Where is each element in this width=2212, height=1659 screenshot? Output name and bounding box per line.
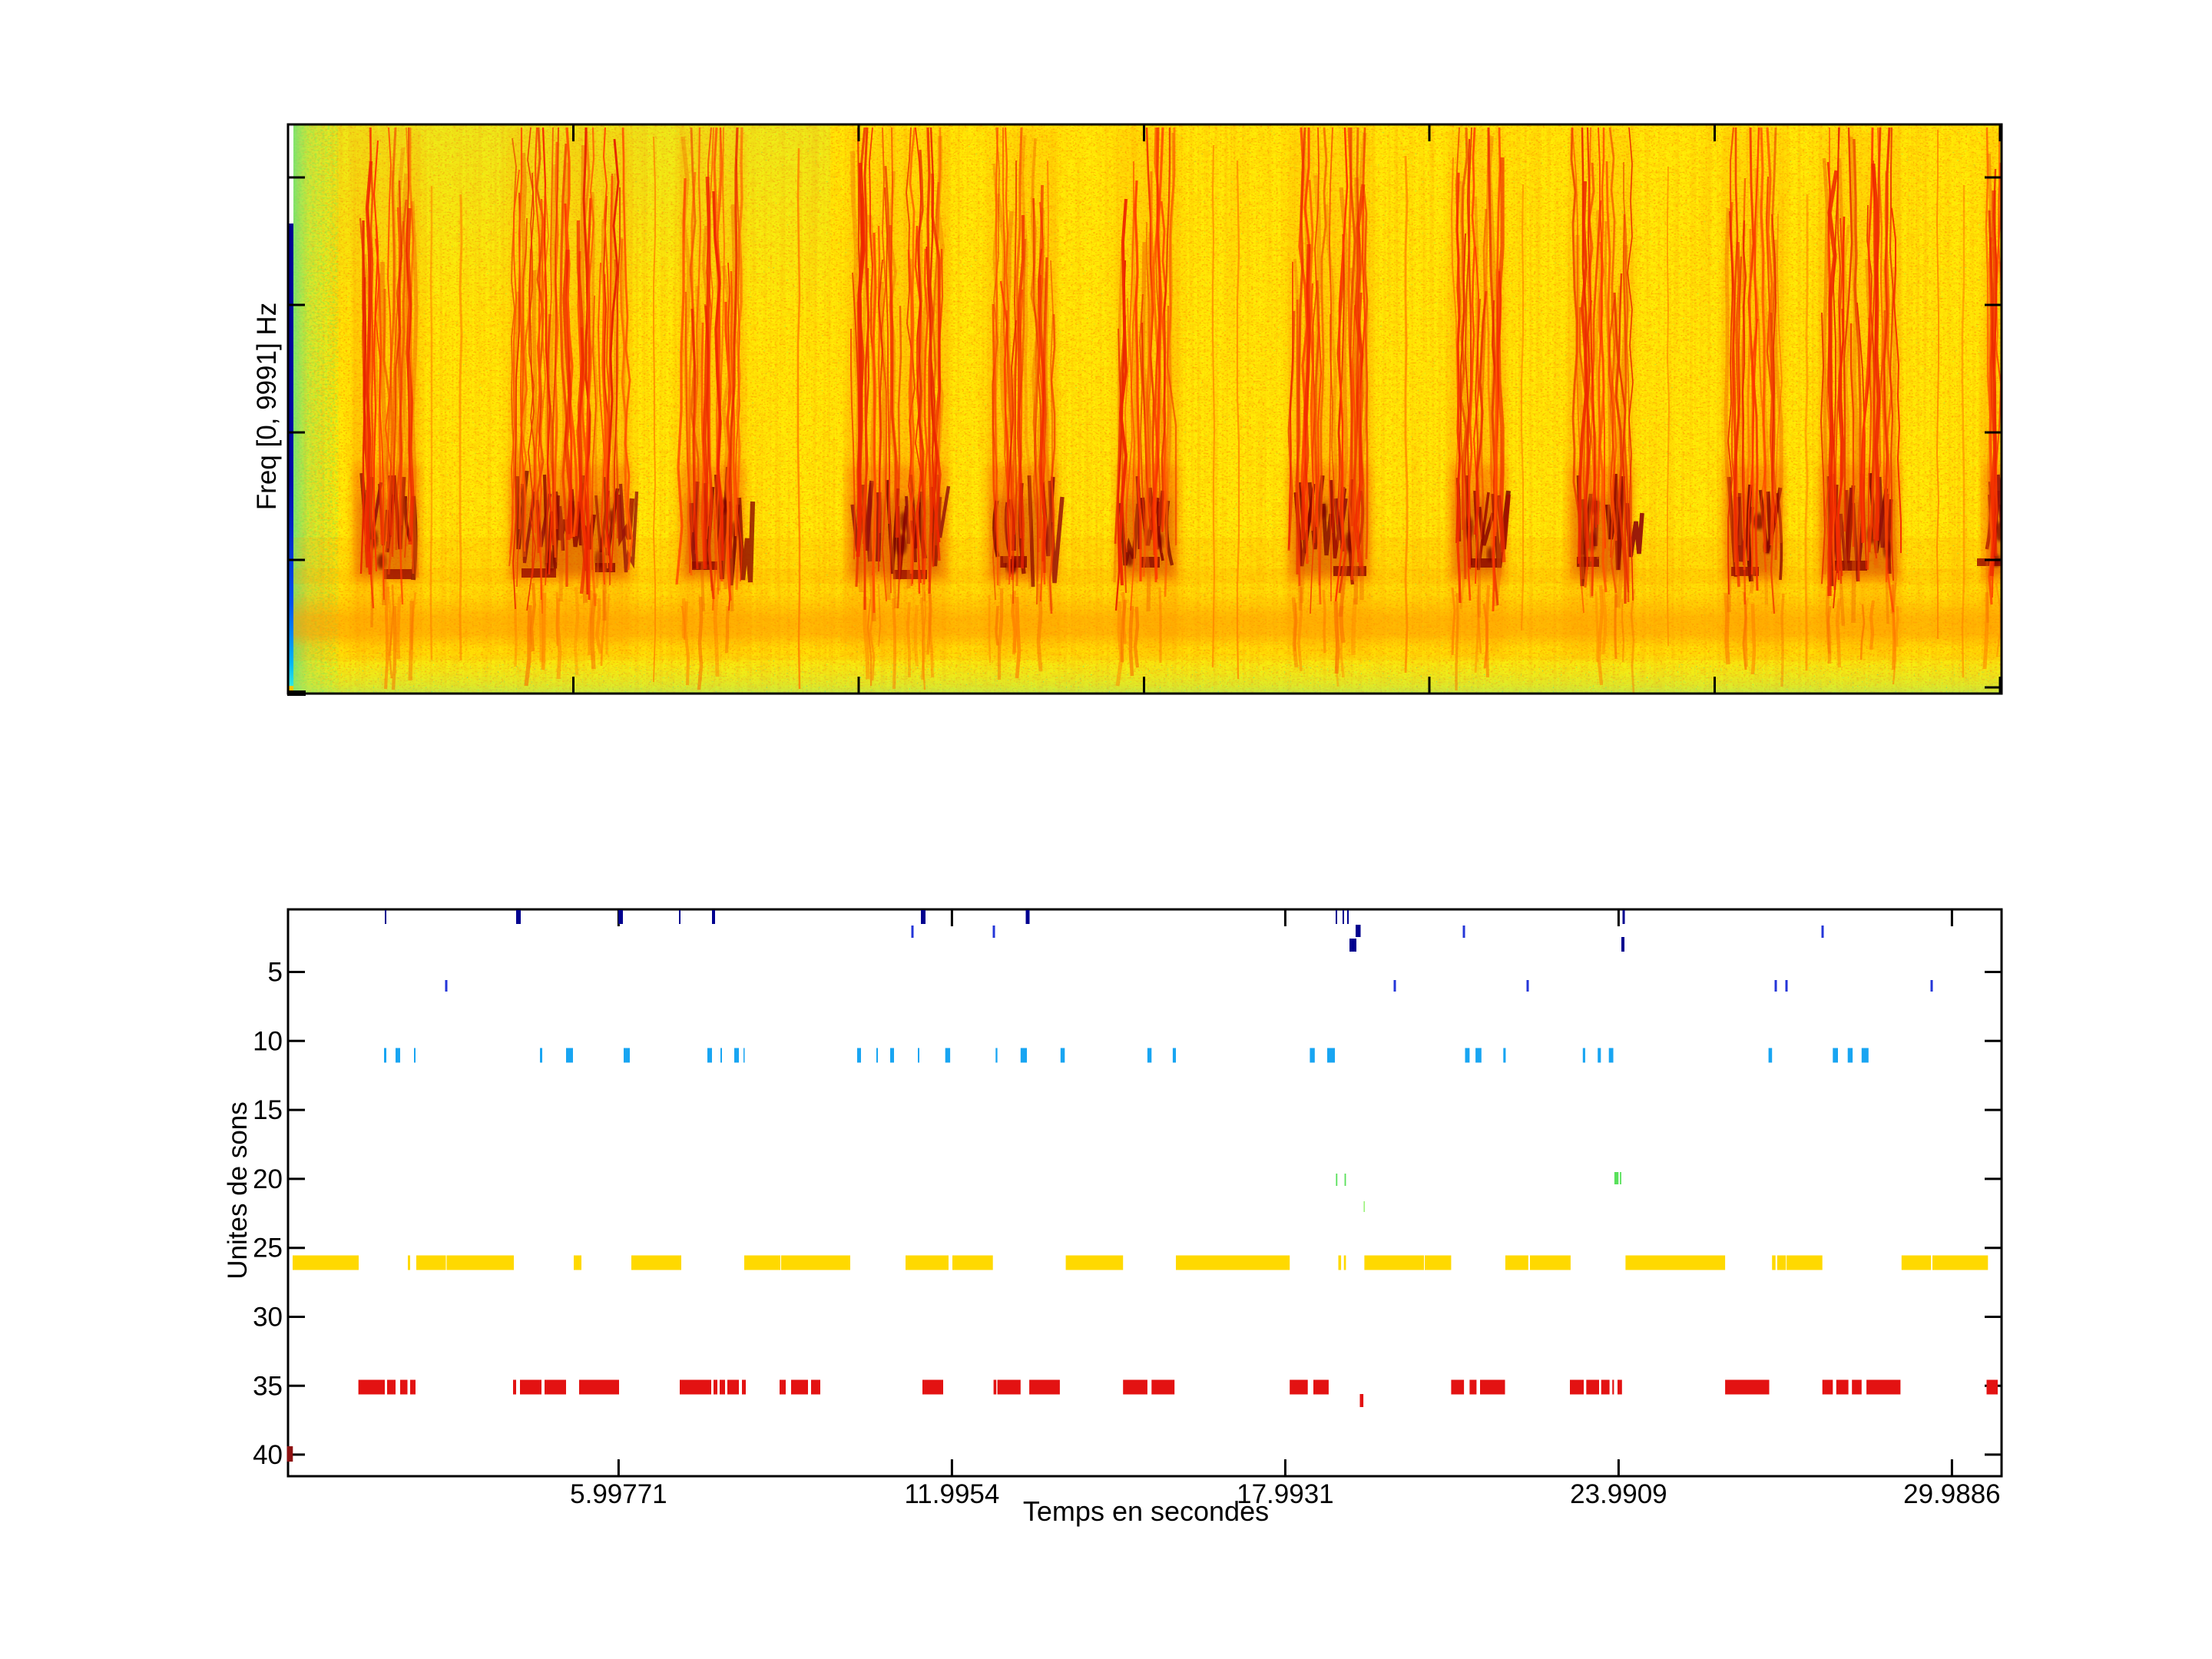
svg-text:40: 40 [253,1440,283,1470]
svg-text:23.9909: 23.9909 [1570,1479,1667,1509]
svg-text:11.9954: 11.9954 [904,1479,999,1509]
svg-text:29.9886: 29.9886 [1903,1479,2001,1509]
svg-text:30: 30 [253,1303,283,1333]
svg-text:20: 20 [253,1164,283,1194]
svg-text:35: 35 [253,1371,283,1401]
svg-text:Unites de sons: Unites de sons [223,1101,253,1280]
svg-text:25: 25 [253,1233,283,1263]
svg-text:10: 10 [253,1026,283,1056]
svg-text:Temps en secondes: Temps en secondes [1023,1495,1269,1527]
svg-text:17.9931: 17.9931 [1237,1479,1334,1509]
svg-text:5.99771: 5.99771 [570,1479,667,1509]
svg-text:15: 15 [253,1095,283,1125]
svg-text:5: 5 [268,958,283,988]
svg-text:Freq [0, 9991] Hz: Freq [0, 9991] Hz [252,303,282,510]
